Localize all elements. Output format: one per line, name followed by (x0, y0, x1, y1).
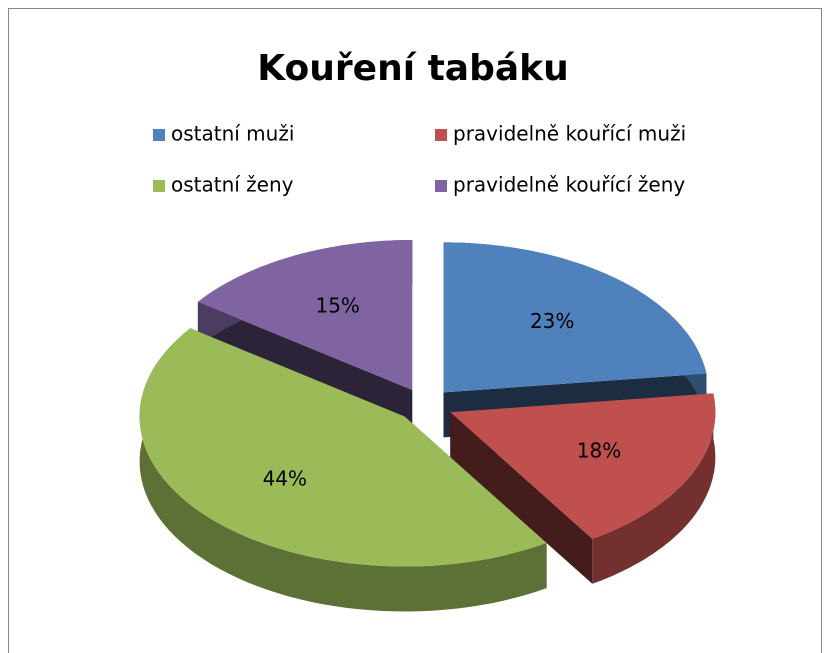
legend-label: pravidelně kouřící muži (453, 122, 686, 146)
chart-title: Kouření tabáku (257, 48, 568, 89)
pie-slice (197, 240, 413, 390)
legend-swatch (435, 129, 447, 141)
legend-label: ostatní ženy (171, 173, 294, 197)
data-label: 23% (530, 309, 574, 333)
pie-slice (139, 328, 547, 567)
pie-slice-side (592, 393, 716, 584)
pie-slice-side (139, 328, 547, 612)
legend-swatch (435, 180, 447, 192)
legend-swatch (153, 129, 165, 141)
legend-label: ostatní muži (171, 122, 294, 146)
data-label: 15% (315, 294, 359, 318)
pie-slice (443, 242, 707, 393)
data-label: 18% (577, 438, 621, 462)
pie-slice (450, 393, 716, 539)
legend-label: pravidelně kouřící ženy (453, 173, 685, 197)
data-label: 44% (263, 467, 307, 491)
legend-swatch (153, 180, 165, 192)
pie-slice-side (450, 412, 593, 584)
